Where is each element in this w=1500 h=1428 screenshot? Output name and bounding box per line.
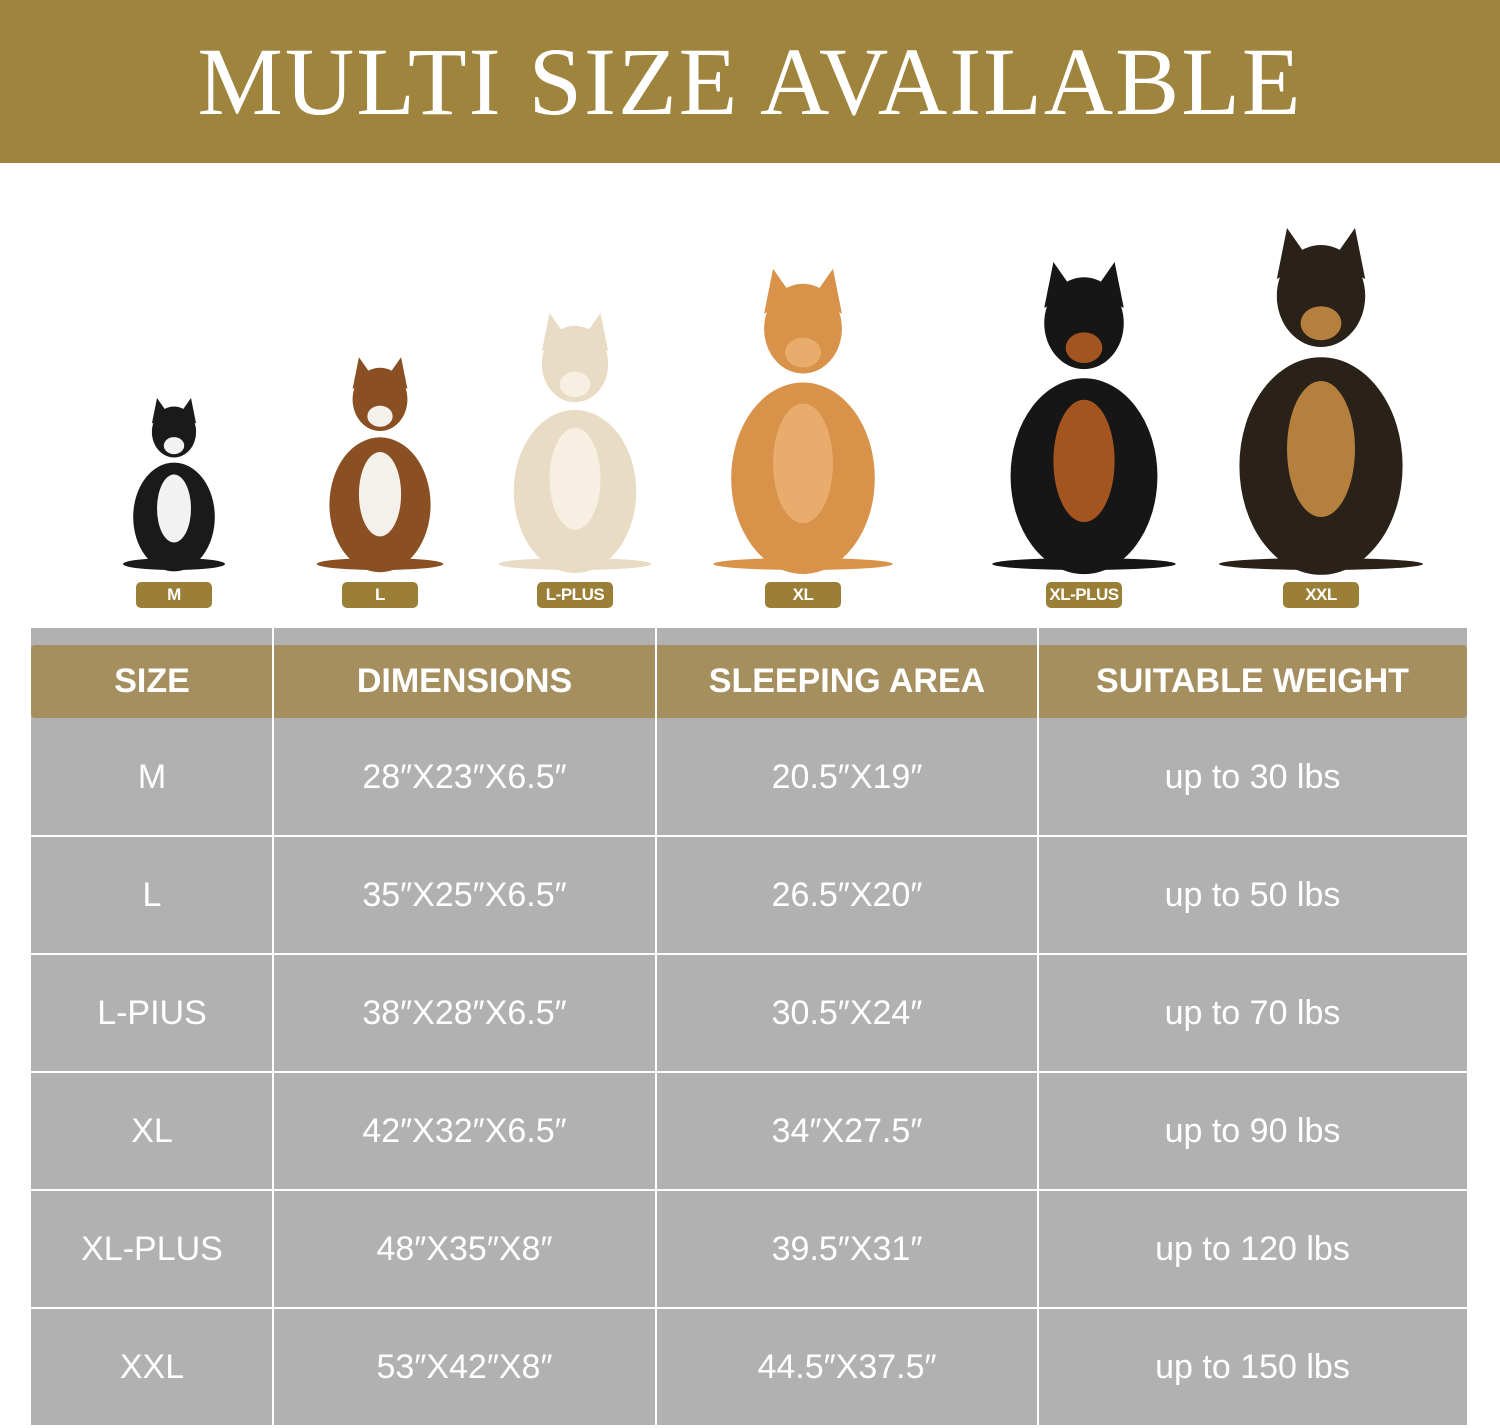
- page-title: MULTI SIZE AVAILABLE: [197, 28, 1303, 135]
- row-divider: [31, 1071, 1467, 1073]
- table-cell: 44.5″X37.5″: [757, 1347, 937, 1386]
- french-bulldog-icon: [123, 398, 225, 572]
- table-cell: 48″X35″X8″: [376, 1229, 553, 1268]
- table-cell: up to 150 lbs: [1155, 1347, 1350, 1386]
- table-cell: up to 90 lbs: [1164, 1111, 1341, 1150]
- dog-size-illustrations: [123, 228, 1423, 575]
- column-divider: [272, 628, 274, 1425]
- title-banner: MULTI SIZE AVAILABLE: [0, 0, 1500, 163]
- size-badge: M: [136, 582, 212, 608]
- table-cell: up to 30 lbs: [1164, 757, 1341, 796]
- table-cell: 39.5″X31″: [771, 1229, 923, 1268]
- size-badge: XL: [765, 582, 841, 608]
- table-cell: 26.5″X20″: [771, 875, 923, 914]
- table-cell: 35″X25″X6.5″: [362, 875, 567, 914]
- table-cell: 28″X23″X6.5″: [362, 757, 567, 796]
- column-header: SLEEPING AREA: [708, 662, 986, 700]
- row-divider: [31, 1307, 1467, 1309]
- golden-retriever-icon: [713, 268, 893, 574]
- column-header: SUITABLE WEIGHT: [1096, 662, 1409, 700]
- table-cell: 42″X32″X6.5″: [362, 1111, 567, 1150]
- size-badge: XL-PLUS: [1046, 582, 1122, 608]
- table-cell: 38″X28″X6.5″: [362, 993, 567, 1032]
- size-badge: XXL: [1283, 582, 1359, 608]
- table-cell: XL: [131, 1111, 173, 1150]
- table-cell: XL-PLUS: [81, 1229, 223, 1268]
- column-divider: [1037, 628, 1039, 1425]
- table-cell: up to 120 lbs: [1155, 1229, 1350, 1268]
- beagle-icon: [316, 357, 444, 573]
- table-cell: 53″X42″X8″: [376, 1347, 553, 1386]
- table-cell: L-PIUS: [97, 993, 207, 1032]
- size-badge: L: [342, 582, 418, 608]
- table-cell: 30.5″X24″: [771, 993, 923, 1032]
- row-divider: [31, 1189, 1467, 1191]
- row-divider: [31, 835, 1467, 837]
- table-header-row: [31, 645, 1467, 718]
- size-badge: L-PLUS: [537, 582, 613, 608]
- table-cell: XXL: [119, 1347, 185, 1386]
- size-chart-table: SIZE DIMENSIONS SLEEPING AREA SUITABLE WEIG…: [31, 628, 1467, 1425]
- column-header: SIZE: [114, 662, 190, 700]
- table-cell: L: [142, 875, 162, 914]
- table-cell: 34″X27.5″: [771, 1111, 923, 1150]
- column-divider: [655, 628, 657, 1425]
- golden-retriever-cream-icon: [498, 313, 652, 574]
- row-divider: [31, 953, 1467, 955]
- table-cell: up to 50 lbs: [1164, 875, 1341, 914]
- table-cell: 20.5″X19″: [771, 757, 923, 796]
- column-header: DIMENSIONS: [356, 662, 573, 700]
- doberman-icon: [992, 262, 1176, 575]
- table-cell: M: [137, 757, 167, 796]
- table-cell: up to 70 lbs: [1164, 993, 1341, 1032]
- german-shepherd-icon: [1219, 228, 1423, 575]
